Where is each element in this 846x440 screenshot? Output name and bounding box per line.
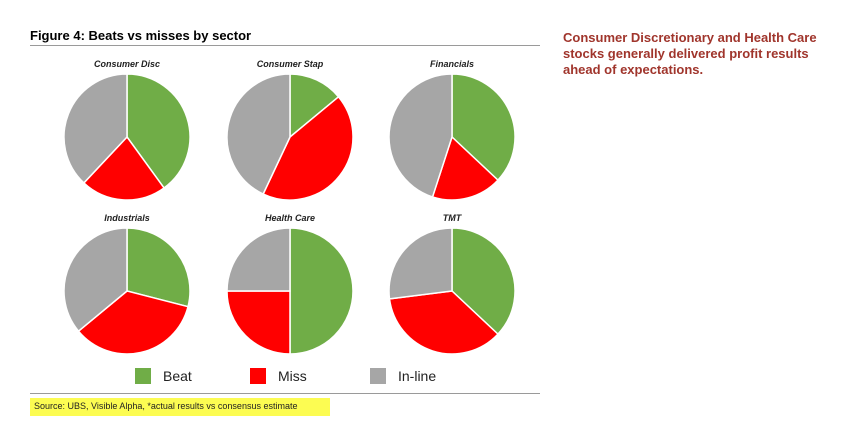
- pie-title-industrials: Industrials: [104, 213, 150, 223]
- pie-slice-consumer-disc-inline: [63, 73, 128, 184]
- pie-slice-financials-inline: [388, 73, 453, 198]
- legend-swatch-miss: [250, 368, 266, 384]
- pie-slice-financials-miss: [431, 135, 499, 201]
- legend-label-miss: Miss: [278, 368, 307, 384]
- figure-title: Figure 4: Beats vs misses by sector: [30, 28, 252, 43]
- figure-bottom-rule: [30, 393, 540, 394]
- pie-slice-tmt-beat: [451, 227, 516, 336]
- pie-slice-financials-beat: [451, 73, 516, 182]
- pie-title-tmt: TMT: [443, 213, 463, 223]
- pie-title-health-care: Health Care: [265, 213, 315, 223]
- pie-title-financials: Financials: [430, 59, 474, 69]
- pie-slice-consumer-stap-miss: [262, 95, 354, 201]
- pie-slice-health-care-miss: [226, 290, 291, 355]
- pie-consumer-stap: Consumer Stap: [226, 59, 354, 201]
- pie-title-consumer-disc: Consumer Disc: [94, 59, 160, 69]
- chart-legend: Beat Miss In-line: [135, 368, 436, 384]
- pie-financials: Financials: [388, 59, 516, 201]
- pie-slice-industrials-beat: [126, 227, 191, 308]
- pie-slice-tmt-miss: [388, 290, 499, 355]
- pie-tmt: TMT: [388, 213, 516, 355]
- source-note: Source: UBS, Visible Alpha, *actual resu…: [34, 401, 298, 411]
- legend-label-inline: In-line: [398, 368, 436, 384]
- pie-slice-tmt-inline: [388, 227, 453, 300]
- pie-slice-consumer-stap-beat: [289, 73, 340, 139]
- pie-health-care: Health Care: [226, 213, 354, 355]
- commentary-text: Consumer Discretionary and Health Care s…: [563, 30, 817, 77]
- source-highlight: Source: UBS, Visible Alpha, *actual resu…: [30, 398, 330, 416]
- pie-slice-consumer-disc-miss: [82, 135, 166, 201]
- pie-slice-consumer-disc-beat: [126, 73, 191, 190]
- figure-top-rule: [30, 45, 540, 46]
- pie-title-consumer-stap: Consumer Stap: [257, 59, 324, 69]
- pie-slice-health-care-beat: [289, 227, 354, 355]
- pie-slice-consumer-stap-inline: [226, 73, 291, 195]
- pie-consumer-disc: Consumer Disc: [63, 59, 191, 201]
- pie-slice-health-care-inline: [226, 227, 291, 292]
- pie-slice-industrials-miss: [77, 290, 189, 355]
- pie-chart-grid: Consumer Disc Consumer Stap Financials Indu…: [63, 59, 516, 384]
- legend-swatch-beat: [135, 368, 151, 384]
- legend-label-beat: Beat: [163, 368, 192, 384]
- pie-slice-industrials-inline: [63, 227, 128, 333]
- pie-industrials: Industrials: [63, 213, 191, 355]
- legend-swatch-inline: [370, 368, 386, 384]
